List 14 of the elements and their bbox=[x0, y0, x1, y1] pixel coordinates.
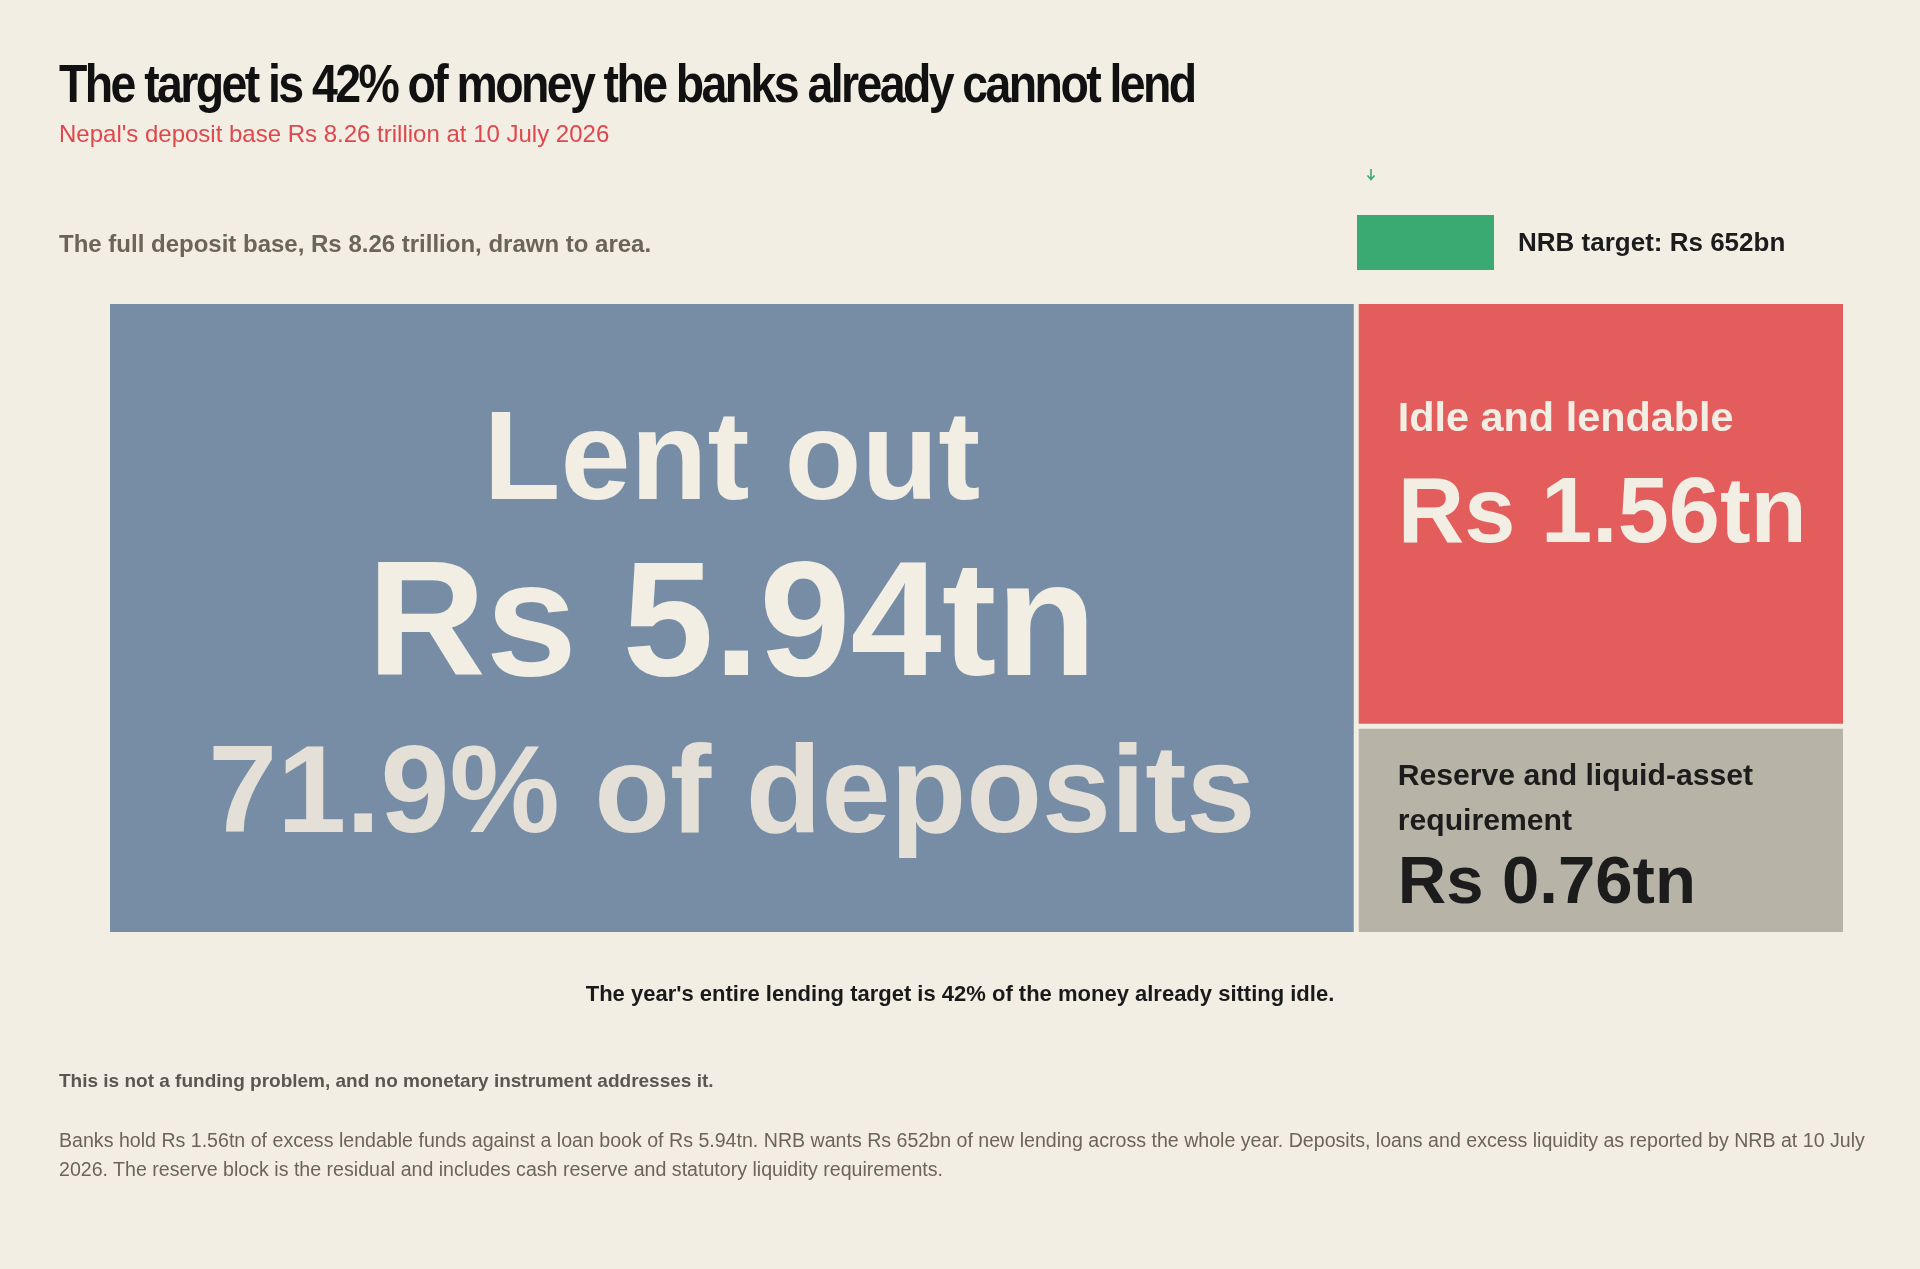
text: NRB target: Rs 652bn bbox=[1518, 227, 1786, 258]
text: This is not a funding problem, and no monetary instrument addresses it. bbox=[59, 1070, 714, 1092]
data-label: Rs 1.56tn bbox=[1397, 459, 1807, 561]
category-label: Reserve and liquid-asset requirement bbox=[1397, 757, 1754, 837]
text: The full deposit base, Rs 8.26 trillion, drawn to area. bbox=[59, 230, 652, 258]
category-label: Lent out bbox=[483, 384, 981, 526]
text: The target is 42% of money the banks already cannot lend bbox=[59, 52, 1195, 114]
text: Nepal's deposit base Rs 8.26 trillion at 10 July 2026 bbox=[59, 120, 610, 148]
text: 71.9% of deposits bbox=[208, 719, 1256, 858]
category-label: Idle and lendable bbox=[1397, 394, 1734, 440]
text: The year's entire lending target is 42% of the money already sitting idle. bbox=[584, 981, 1336, 1007]
data-label: Rs 0.76tn bbox=[1397, 842, 1696, 918]
text: Banks hold Rs 1.56tn of excess lendable funds against a loan book of Rs 5.94tn. NRB wants Rs 652bn of new lending across the whole year. Deposits, loans and excess liquidity as reported by NRB at 10 July 2026. The reserve block is the residual and includes cash reserve and statutory liquidity requirements. bbox=[59, 1128, 1866, 1182]
data-label: Rs 5.94tn bbox=[367, 526, 1097, 710]
